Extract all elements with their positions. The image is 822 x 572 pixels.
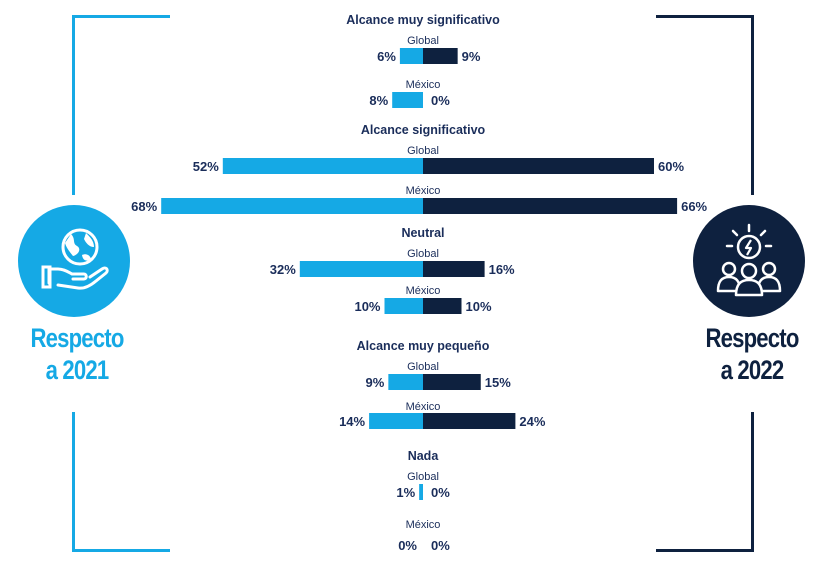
bar-2022 [423,298,462,314]
right-panel-label-line2: a 2022 [720,355,785,385]
value-label-2022: 16% [489,262,515,277]
right-bracket-bottom-vertical [751,412,754,552]
bar-2022 [423,261,485,277]
right-panel-label-line1: Respecto [705,323,799,353]
value-label-2022: 10% [466,299,492,314]
value-label-2021: 10% [354,299,380,314]
category-title: Neutral [401,226,444,240]
subcategory-label: México [406,519,441,531]
value-label-2022: 60% [658,159,684,174]
bar-2021 [392,92,423,108]
left-panel-label-line1: Respecto [30,323,124,353]
bar-2021 [384,298,423,314]
value-label-2022: 9% [462,49,481,64]
right-bracket-top-horizontal [656,15,754,18]
value-label-2021: 1% [396,485,415,500]
bar-2021 [222,158,423,174]
value-label-2021: 6% [377,49,396,64]
category-title: Alcance significativo [361,123,486,137]
bar-2021 [399,48,423,64]
subcategory-label: Global [407,35,439,47]
bar-2021 [299,261,423,277]
category-title: Alcance muy significativo [346,13,500,27]
bar-2021 [161,198,423,214]
subcategory-label: Global [407,361,439,373]
right-bracket-bottom-horizontal [656,549,754,552]
idea-team-icon [693,205,805,317]
left-bracket-top-horizontal [72,15,170,18]
value-label-2022: 66% [681,199,707,214]
bar-2022 [423,374,481,390]
value-label-2021: 8% [369,93,388,108]
left-bracket-bottom-horizontal [72,549,170,552]
value-label-2021: 9% [366,375,385,390]
right-panel-label: Respecto a 2022 [699,322,806,386]
bar-2022 [423,158,654,174]
globe-in-hand-icon [18,205,130,317]
value-label-2021: 0% [398,538,417,553]
left-panel-label-line2: a 2021 [45,355,110,385]
value-label-2022: 24% [519,414,545,429]
value-label-2022: 0% [431,93,450,108]
right-bracket-top-vertical [751,15,754,195]
subcategory-label: Global [407,248,439,260]
value-label-2022: 15% [485,375,511,390]
value-label-2021: 32% [270,262,296,277]
value-label-2022: 0% [431,538,450,553]
subcategory-label: México [406,285,441,297]
bar-2021 [369,413,423,429]
bar-2022 [423,413,516,429]
value-label-2022: 0% [431,485,450,500]
bar-2022 [423,48,458,64]
left-panel-label: Respecto a 2021 [24,322,131,386]
subcategory-label: Global [407,471,439,483]
bar-2021 [419,484,423,500]
left-bracket-top-vertical [72,15,75,195]
bar-2022 [423,198,678,214]
value-label-2021: 68% [131,199,157,214]
value-label-2021: 52% [193,159,219,174]
category-title: Nada [408,449,440,463]
subcategory-label: México [406,185,441,197]
subcategory-label: México [406,401,441,413]
left-bracket-bottom-vertical [72,412,75,552]
subcategory-label: México [406,79,441,91]
value-label-2021: 14% [339,414,365,429]
bar-2021 [388,374,423,390]
category-title: Alcance muy pequeño [357,339,490,353]
subcategory-label: Global [407,145,439,157]
